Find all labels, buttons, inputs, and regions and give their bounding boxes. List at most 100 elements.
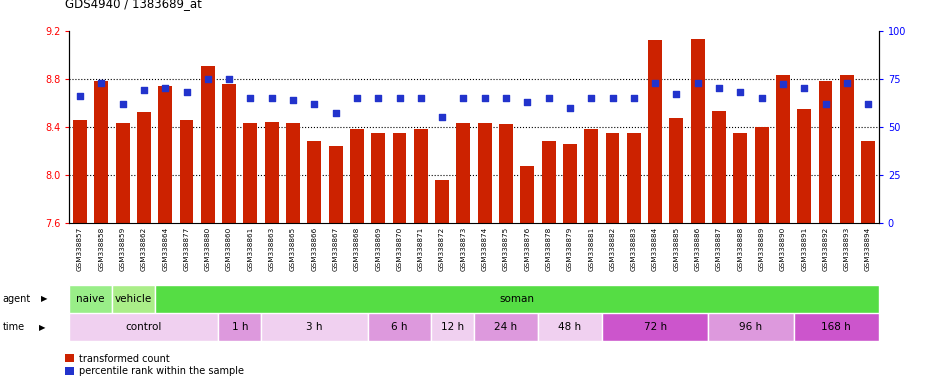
Text: GSM338890: GSM338890 xyxy=(780,227,786,271)
Text: GSM338861: GSM338861 xyxy=(247,227,253,271)
Bar xyxy=(797,109,811,223)
Text: GSM338874: GSM338874 xyxy=(482,227,487,271)
Point xyxy=(562,104,577,111)
Bar xyxy=(606,133,620,223)
Text: GSM338892: GSM338892 xyxy=(822,227,829,271)
Point xyxy=(328,110,343,116)
Text: GSM338873: GSM338873 xyxy=(461,227,466,271)
Bar xyxy=(392,133,406,223)
Bar xyxy=(265,122,278,223)
Text: 72 h: 72 h xyxy=(644,322,667,332)
Point xyxy=(690,79,705,86)
Bar xyxy=(542,141,556,223)
Bar xyxy=(670,118,684,223)
Text: GSM338859: GSM338859 xyxy=(119,227,126,271)
Bar xyxy=(112,285,154,313)
Text: GSM338860: GSM338860 xyxy=(226,227,232,271)
Bar xyxy=(755,127,769,223)
Point xyxy=(754,95,769,101)
Text: naive: naive xyxy=(77,294,105,304)
Legend: transformed count, percentile rank within the sample: transformed count, percentile rank withi… xyxy=(65,354,243,376)
Bar xyxy=(794,313,879,341)
Bar xyxy=(474,313,538,341)
Text: GSM338857: GSM338857 xyxy=(77,227,83,271)
Bar xyxy=(243,123,257,223)
Point xyxy=(158,85,173,91)
Point xyxy=(541,95,556,101)
Text: GDS4940 / 1383689_at: GDS4940 / 1383689_at xyxy=(65,0,202,10)
Bar xyxy=(478,123,491,223)
Point xyxy=(796,85,811,91)
Point xyxy=(648,79,662,86)
Text: GSM338868: GSM338868 xyxy=(354,227,360,271)
Text: control: control xyxy=(126,322,162,332)
Point xyxy=(605,95,620,101)
Text: GSM338871: GSM338871 xyxy=(418,227,424,271)
Text: vehicle: vehicle xyxy=(115,294,152,304)
Bar xyxy=(734,133,747,223)
Text: 96 h: 96 h xyxy=(739,322,762,332)
Text: GSM338858: GSM338858 xyxy=(98,227,105,271)
Point xyxy=(201,76,216,82)
Text: GSM338878: GSM338878 xyxy=(546,227,551,271)
Bar xyxy=(307,141,321,223)
Text: GSM338864: GSM338864 xyxy=(162,227,168,271)
Point xyxy=(179,89,194,95)
Text: GSM338888: GSM338888 xyxy=(737,227,744,271)
Text: GSM338862: GSM338862 xyxy=(141,227,147,271)
Text: GSM338872: GSM338872 xyxy=(439,227,445,271)
Bar xyxy=(218,313,261,341)
Text: GSM338863: GSM338863 xyxy=(269,227,275,271)
Text: GSM338882: GSM338882 xyxy=(610,227,615,271)
Text: GSM338894: GSM338894 xyxy=(865,227,871,271)
Bar xyxy=(367,313,431,341)
Text: GSM338893: GSM338893 xyxy=(844,227,850,271)
Text: GSM338876: GSM338876 xyxy=(524,227,530,271)
Text: 6 h: 6 h xyxy=(391,322,408,332)
Point xyxy=(477,95,492,101)
Text: GSM338869: GSM338869 xyxy=(376,227,381,271)
Point xyxy=(243,95,258,101)
Bar xyxy=(286,123,300,223)
Bar xyxy=(627,133,641,223)
Bar xyxy=(413,129,427,223)
Point xyxy=(137,87,152,93)
Point xyxy=(413,95,428,101)
Bar xyxy=(538,313,602,341)
Bar xyxy=(861,141,875,223)
Bar xyxy=(648,40,662,223)
Text: GSM338877: GSM338877 xyxy=(183,227,190,271)
Text: 48 h: 48 h xyxy=(559,322,582,332)
Bar xyxy=(69,285,112,313)
Bar xyxy=(500,124,513,223)
Text: ▶: ▶ xyxy=(41,294,47,303)
Point xyxy=(307,101,322,107)
Text: GSM338885: GSM338885 xyxy=(673,227,679,271)
Point xyxy=(222,76,237,82)
Point xyxy=(839,79,854,86)
Bar xyxy=(431,313,474,341)
Text: GSM338880: GSM338880 xyxy=(204,227,211,271)
Text: 12 h: 12 h xyxy=(441,322,464,332)
Bar xyxy=(712,111,726,223)
Bar xyxy=(840,75,854,223)
Point xyxy=(94,79,109,86)
Bar xyxy=(563,144,577,223)
Point xyxy=(711,85,726,91)
Text: GSM338886: GSM338886 xyxy=(695,227,701,271)
Text: GSM338867: GSM338867 xyxy=(333,227,339,271)
Bar xyxy=(137,113,151,223)
Point xyxy=(456,95,471,101)
Text: GSM338879: GSM338879 xyxy=(567,227,573,271)
Bar xyxy=(602,313,709,341)
Bar xyxy=(350,129,364,223)
Bar xyxy=(371,133,385,223)
Point xyxy=(265,95,279,101)
Text: 168 h: 168 h xyxy=(821,322,851,332)
Point xyxy=(116,101,130,107)
Bar xyxy=(328,146,342,223)
Text: GSM338887: GSM338887 xyxy=(716,227,722,271)
Text: GSM338881: GSM338881 xyxy=(588,227,594,271)
Bar xyxy=(691,39,705,223)
Text: GSM338884: GSM338884 xyxy=(652,227,658,271)
